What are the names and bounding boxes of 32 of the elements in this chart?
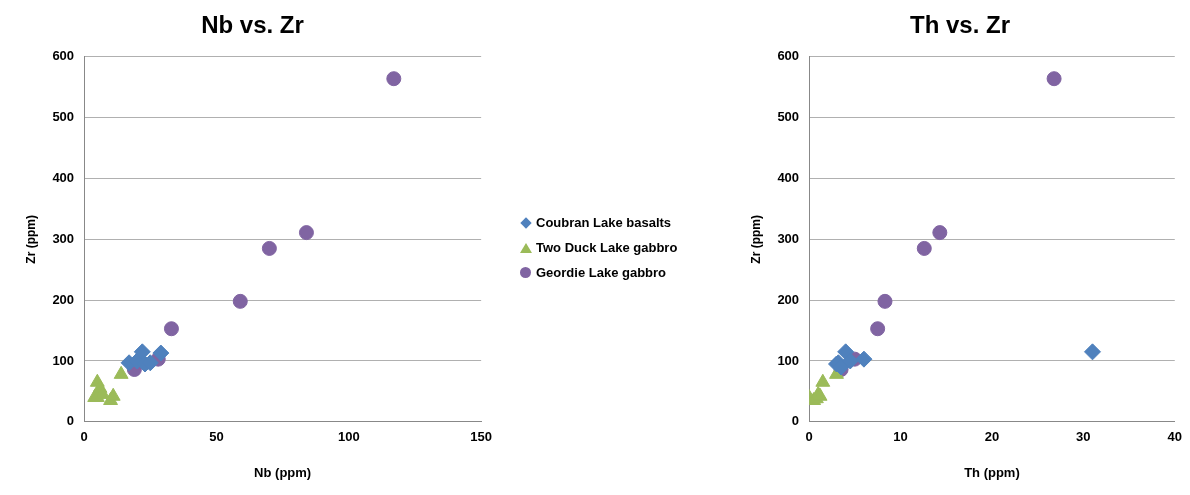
y-axis-title: Zr (ppm) [748,214,763,264]
x-tick-label: 20 [984,429,1000,445]
y-tick-label: 0 [791,413,800,429]
y-tick-label: 400 [52,170,75,186]
x-tick-label: 50 [209,429,224,445]
legend-label: Geordie Lake gabbro [536,265,667,280]
x-tick-label: 30 [1076,429,1091,445]
chart-title: Th vs. Zr [909,11,1011,39]
y-tick-label: 600 [777,48,800,64]
x-tick-label: 10 [893,429,908,445]
y-tick-label: 100 [777,352,800,368]
y-tick-label: 200 [777,291,800,307]
y-tick-label: 100 [52,352,75,368]
x-tick-label: 150 [470,429,493,445]
y-tick-label: 200 [52,291,75,307]
chart-title: Nb vs. Zr [201,11,304,39]
y-tick-label: 400 [777,170,800,186]
x-tick-label: 40 [1167,429,1182,445]
y-tick-label: 600 [52,48,75,64]
x-tick-label: 0 [805,429,813,445]
x-axis-title: Th (ppm) [964,464,1020,480]
x-tick-label: 100 [337,429,360,445]
legend-label: Coubran Lake basalts [536,215,672,230]
y-tick-label: 500 [52,109,75,125]
legend-label: Two Duck Lake gabbro [536,240,678,255]
y-axis-title: Zr (ppm) [23,214,38,264]
y-tick-label: 0 [66,413,75,429]
x-axis-title: Nb (ppm) [254,464,312,480]
y-tick-label: 300 [777,230,800,246]
x-tick-label: 0 [80,429,88,445]
y-tick-label: 300 [52,230,75,246]
y-tick-label: 500 [777,109,800,125]
